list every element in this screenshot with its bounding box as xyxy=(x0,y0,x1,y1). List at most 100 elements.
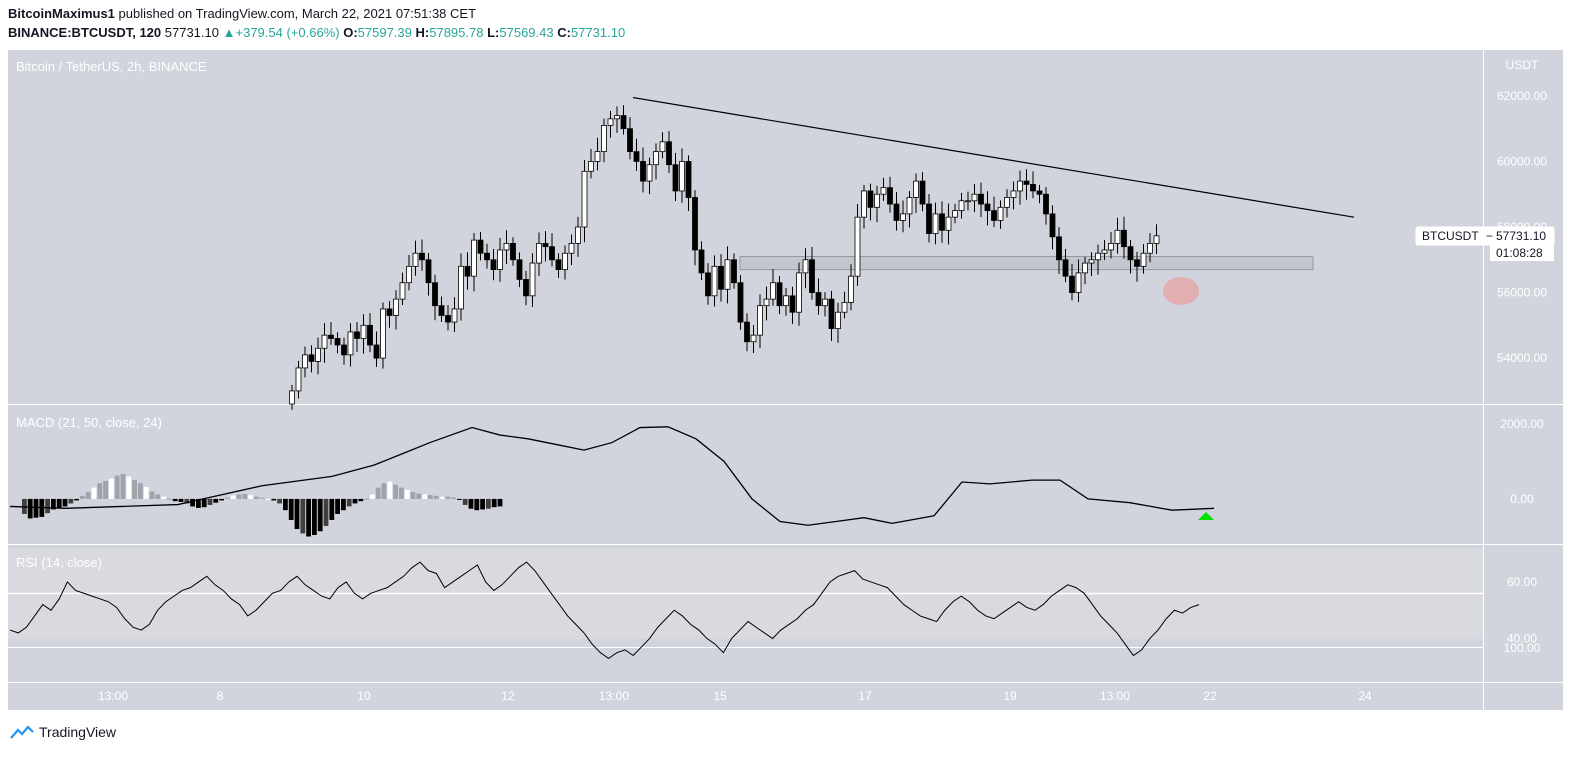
candle xyxy=(984,203,991,212)
macd-histogram-bar xyxy=(161,496,166,499)
candle xyxy=(1023,180,1030,185)
low-label: L: xyxy=(487,25,500,40)
candle xyxy=(750,334,757,343)
candle xyxy=(393,298,399,316)
candle xyxy=(1082,262,1088,274)
candle xyxy=(1004,197,1010,208)
candle xyxy=(412,252,419,267)
candle xyxy=(419,252,425,261)
candle xyxy=(1095,252,1101,261)
macd-histogram-bar xyxy=(271,498,277,501)
rsi-tick-label: 40.00 xyxy=(1507,632,1537,646)
macd-histogram-bar xyxy=(445,496,451,499)
candle xyxy=(783,295,789,307)
main-chart-title: Bitcoin / TetherUS, 2h, BINANCE xyxy=(16,59,207,74)
macd-histogram-bar xyxy=(80,495,85,499)
macd-histogram-bar xyxy=(265,498,271,500)
candle xyxy=(887,187,893,205)
macd-histogram-bar xyxy=(486,498,491,509)
macd-histogram-bar xyxy=(329,498,335,520)
macd-line xyxy=(9,426,1215,526)
candle xyxy=(458,265,464,310)
candle xyxy=(633,151,640,162)
candle xyxy=(1127,246,1134,261)
macd-histogram-bar xyxy=(352,498,358,504)
macd-histogram-bar xyxy=(433,495,439,499)
time-tick-label: 8 xyxy=(217,689,224,703)
candle xyxy=(757,305,763,336)
candle xyxy=(906,197,913,215)
candle xyxy=(653,151,659,166)
candle xyxy=(464,265,471,277)
candle xyxy=(575,226,581,244)
macd-histogram-bar xyxy=(230,495,236,499)
footer-brand: TradingView xyxy=(39,724,117,740)
candle xyxy=(893,203,900,221)
candle xyxy=(321,334,328,349)
candle xyxy=(776,282,783,307)
candle xyxy=(659,141,666,153)
candle xyxy=(302,354,308,369)
macd-histogram-bar xyxy=(91,487,97,499)
macd-histogram-bar xyxy=(114,475,120,499)
candle xyxy=(581,170,588,228)
macd-histogram-bar xyxy=(381,483,387,499)
candle xyxy=(835,311,841,330)
publish-date: published on TradingView.com, March 22, … xyxy=(118,6,477,21)
macd-histogram-bar xyxy=(288,498,294,520)
candle xyxy=(341,344,347,356)
macd-histogram-bar xyxy=(375,487,381,499)
macd-histogram-bar xyxy=(190,498,195,507)
macd-histogram-bar xyxy=(468,498,474,509)
candle xyxy=(874,193,880,208)
candle xyxy=(640,161,646,182)
macd-histogram-bar xyxy=(51,498,56,510)
candle xyxy=(997,206,1004,221)
macd-histogram-bar xyxy=(399,487,404,499)
macd-histogram-bar xyxy=(491,498,497,508)
macd-histogram-bar xyxy=(300,498,306,534)
macd-histogram-bar xyxy=(283,498,288,511)
candle xyxy=(698,249,705,274)
rsi-pane: 40.00 60.00 100.00 xyxy=(9,561,1541,659)
macd-histogram-bar xyxy=(439,496,445,499)
candle xyxy=(438,305,445,316)
candle xyxy=(867,190,874,208)
candle xyxy=(451,308,458,323)
candle xyxy=(1056,236,1062,261)
macd-histogram-bar xyxy=(45,498,50,514)
last-price-symbol: BTCUSDT xyxy=(1422,229,1479,243)
macd-histogram-bar xyxy=(103,480,108,499)
candle xyxy=(386,308,393,316)
time-tick-label: 13:00 xyxy=(98,689,128,703)
rsi-line xyxy=(9,561,1200,659)
candle xyxy=(594,151,601,162)
macd-histogram-bar xyxy=(62,498,68,507)
macd-tick-label: 2000.00 xyxy=(1500,417,1544,431)
candle xyxy=(939,213,945,231)
macd-histogram-bar xyxy=(167,498,172,500)
candle xyxy=(971,193,978,202)
close-value: 57731.10 xyxy=(570,25,626,40)
candle xyxy=(555,259,562,271)
candle xyxy=(1049,213,1056,238)
trendline xyxy=(632,96,1355,218)
macd-histogram-bar xyxy=(213,498,219,503)
candle xyxy=(627,128,633,153)
macd-histogram-bar xyxy=(120,474,126,499)
candle xyxy=(1088,259,1095,264)
close-label: C: xyxy=(557,25,571,40)
candle xyxy=(1030,183,1036,192)
macd-histogram-bar xyxy=(474,498,480,511)
macd-histogram-bar xyxy=(219,498,224,501)
tradingview-logo-icon xyxy=(10,725,34,739)
macd-histogram-bar xyxy=(126,476,132,499)
candle xyxy=(802,259,809,274)
footer[interactable]: TradingView xyxy=(10,724,116,740)
candle xyxy=(679,161,685,192)
macd-histogram-bar xyxy=(462,498,468,505)
author-name[interactable]: BitcoinMaximus1 xyxy=(8,6,115,21)
candle xyxy=(445,315,451,323)
candle xyxy=(367,324,373,346)
